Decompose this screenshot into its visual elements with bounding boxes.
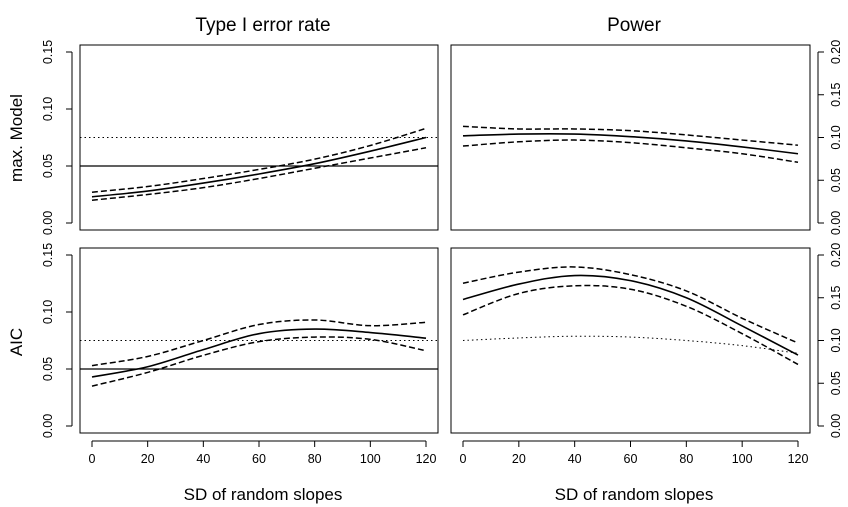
x-tick-label: 60	[624, 452, 638, 466]
y-tick-label: 0.15	[829, 286, 843, 310]
x-tick-label: 80	[679, 452, 693, 466]
panel-1: 0.00 0.05 0.10 0.15	[41, 40, 439, 235]
series-estimate-line	[462, 133, 799, 155]
y-tick-label: 0.15	[41, 243, 55, 267]
x-axis-label-left: SD of random slopes	[184, 485, 343, 504]
y-tick-label: 0.00	[829, 414, 843, 438]
series-estimate-line	[91, 136, 427, 198]
series-estimate-line	[462, 274, 799, 356]
panel-2: 0.00 0.05 0.10 0.15 0.20	[450, 40, 843, 235]
x-tick-label: 60	[252, 452, 266, 466]
y-tick-label: 0.10	[829, 125, 843, 149]
y-tick-label: 0.15	[829, 83, 843, 107]
y-tick-label: 0.05	[829, 168, 843, 192]
plot-frame	[79, 44, 439, 231]
x-tick-label: 0	[460, 452, 467, 466]
y-tick-label: 0.20	[829, 243, 843, 267]
col-title-type1: Type I error rate	[195, 15, 330, 36]
col-title-power: Power	[607, 15, 662, 36]
y-tick-label: 0.10	[829, 328, 843, 352]
y-tick-label: 0.00	[829, 211, 843, 235]
series-ci-line	[462, 139, 799, 164]
y-tick-label: 0.10	[41, 300, 55, 324]
plot-frame	[450, 247, 811, 434]
series-ci-line	[91, 147, 427, 201]
x-tick-label: 20	[512, 452, 526, 466]
y-tick-label: 0.00	[41, 211, 55, 235]
series-ci-line	[91, 319, 427, 367]
x-tick-label: 100	[732, 452, 753, 466]
x-tick-label: 80	[308, 452, 322, 466]
plot-frame	[450, 44, 811, 231]
y-tick-label: 0.05	[41, 154, 55, 178]
series-reference-line	[462, 335, 799, 354]
row-label-max-model: max. Model	[7, 94, 26, 182]
y-tick-label: 0.05	[829, 371, 843, 395]
plot-frame	[79, 247, 439, 434]
y-tick-label: 0.05	[41, 357, 55, 381]
x-tick-label: 20	[141, 452, 155, 466]
panel-4: 0.00 0.05 0.10 0.15 0.20 0 20 40 60 80 100 120	[450, 243, 843, 466]
y-tick-label: 0.20	[829, 40, 843, 64]
x-axis-label-right: SD of random slopes	[555, 485, 714, 504]
x-tick-label: 40	[196, 452, 210, 466]
y-tick-label: 0.10	[41, 97, 55, 121]
x-tick-label: 40	[568, 452, 582, 466]
x-tick-label: 100	[360, 452, 381, 466]
row-label-aic: AIC	[7, 328, 26, 356]
series-estimate-line	[91, 328, 427, 378]
series-ci-line	[91, 336, 427, 387]
series-ci-line	[462, 266, 799, 344]
series-ci-line	[462, 284, 799, 366]
y-tick-label: 0.15	[41, 40, 55, 64]
series-ci-line	[91, 127, 427, 193]
x-tick-label: 120	[416, 452, 437, 466]
y-tick-label: 0.00	[41, 414, 55, 438]
panel-3: 0.00 0.05 0.10 0.15 0 20 40 60 80 100 120	[41, 243, 439, 466]
series-ci-line	[462, 125, 799, 146]
x-tick-label: 0	[89, 452, 96, 466]
x-tick-label: 120	[788, 452, 809, 466]
panels: 0.000.050.100.150.000.050.100.150.200.00…	[41, 40, 843, 466]
